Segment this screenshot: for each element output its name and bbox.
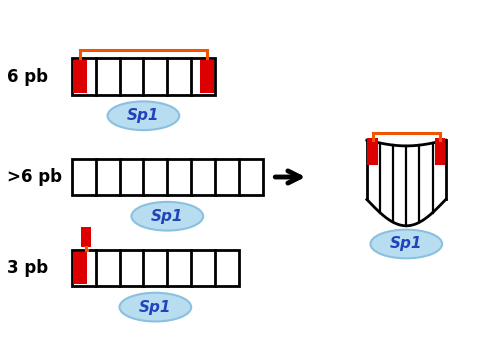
Ellipse shape [120, 293, 191, 321]
Bar [73, 252, 87, 284]
Bar [81, 227, 91, 247]
Bar [435, 138, 445, 165]
Bar [72, 159, 263, 195]
Text: >6 pb: >6 pb [7, 168, 62, 186]
Bar [200, 60, 214, 93]
Ellipse shape [370, 230, 442, 258]
Text: 3 pb: 3 pb [7, 259, 48, 277]
Text: Sp1: Sp1 [139, 299, 172, 315]
Text: Sp1: Sp1 [151, 209, 184, 224]
Bar [73, 60, 87, 93]
Text: Sp1: Sp1 [127, 108, 160, 123]
Bar [72, 250, 239, 286]
Ellipse shape [131, 202, 203, 230]
Text: Sp1: Sp1 [390, 236, 423, 251]
Bar [367, 138, 378, 165]
PathPatch shape [367, 140, 445, 226]
Ellipse shape [108, 101, 179, 130]
Bar [72, 58, 215, 95]
Text: 6 pb: 6 pb [7, 68, 48, 86]
